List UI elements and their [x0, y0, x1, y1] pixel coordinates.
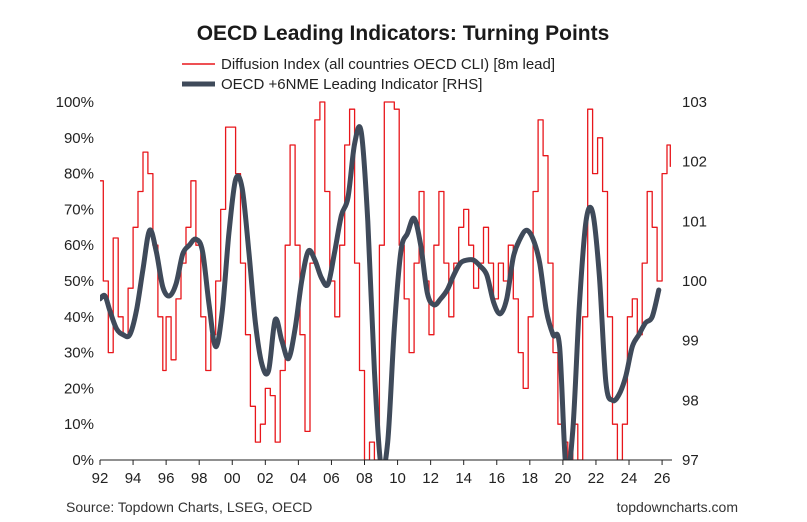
y-right-tick-label: 98: [682, 392, 699, 409]
y-left-tick-label: 70%: [64, 201, 94, 218]
x-tick-label: 26: [654, 470, 671, 487]
series-line-diffusion-index: [100, 101, 671, 460]
x-tick-label: 04: [290, 470, 307, 487]
series-line-oecd-leading-indicator: [100, 124, 662, 460]
x-tick-label: 02: [257, 470, 274, 487]
source-note: Source: Topdown Charts, LSEG, OECD: [66, 499, 312, 515]
series-layer: [100, 101, 671, 460]
y-left-tick-label: 50%: [64, 273, 94, 290]
y-right-tick-label: 99: [682, 333, 699, 350]
y-left-tick-label: 10%: [64, 416, 94, 433]
y-left-tick-label: 40%: [64, 309, 94, 326]
x-tick-label: 98: [191, 470, 208, 487]
x-tick-label: 10: [389, 470, 406, 487]
y-right-tick-label: 100: [682, 273, 707, 290]
y-left-tick-label: 0%: [72, 452, 94, 469]
x-tick-label: 94: [125, 470, 142, 487]
x-tick-label: 00: [224, 470, 241, 487]
y-left-tick-label: 100%: [56, 94, 94, 111]
y-left-tick-label: 90%: [64, 130, 94, 147]
x-tick-label: 14: [455, 470, 472, 487]
legend-label-diffusion: Diffusion Index (all countries OECD CLI)…: [221, 56, 555, 73]
y-right-tick-label: 102: [682, 154, 707, 171]
x-tick-label: 06: [323, 470, 340, 487]
legend-label-oecd: OECD +6NME Leading Indicator [RHS]: [221, 76, 482, 93]
x-tick-label: 18: [521, 470, 538, 487]
site-credit: topdowncharts.com: [617, 499, 738, 515]
y-right-tick-label: 101: [682, 213, 707, 230]
x-tick-label: 08: [356, 470, 373, 487]
y-right-tick-label: 97: [682, 452, 699, 469]
legend: Diffusion Index (all countries OECD CLI)…: [182, 56, 555, 93]
x-tick-label: 12: [422, 470, 439, 487]
y-left-tick-label: 20%: [64, 380, 94, 397]
x-tick-label: 96: [158, 470, 175, 487]
y-left-tick-label: 30%: [64, 345, 94, 362]
y-right-tick-label: 103: [682, 94, 707, 111]
x-axis: 92 94 96 98 00 02 04 06 08 10 12 14 16 18 20 22 24 26: [92, 460, 671, 487]
x-tick-label: 16: [488, 470, 505, 487]
chart-title: OECD Leading Indicators: Turning Points: [197, 22, 610, 45]
y-left-tick-label: 80%: [64, 166, 94, 183]
x-tick-label: 24: [621, 470, 638, 487]
x-tick-label: 20: [555, 470, 572, 487]
x-tick-label: 92: [92, 470, 109, 487]
x-tick-label: 22: [588, 470, 605, 487]
y-axis-right: 97 98 99 100 101 102 103: [682, 94, 707, 469]
y-left-tick-label: 60%: [64, 237, 94, 254]
y-axis-left: 0% 10% 20% 30% 40% 50% 60% 70% 80% 90% 100%: [56, 94, 94, 469]
